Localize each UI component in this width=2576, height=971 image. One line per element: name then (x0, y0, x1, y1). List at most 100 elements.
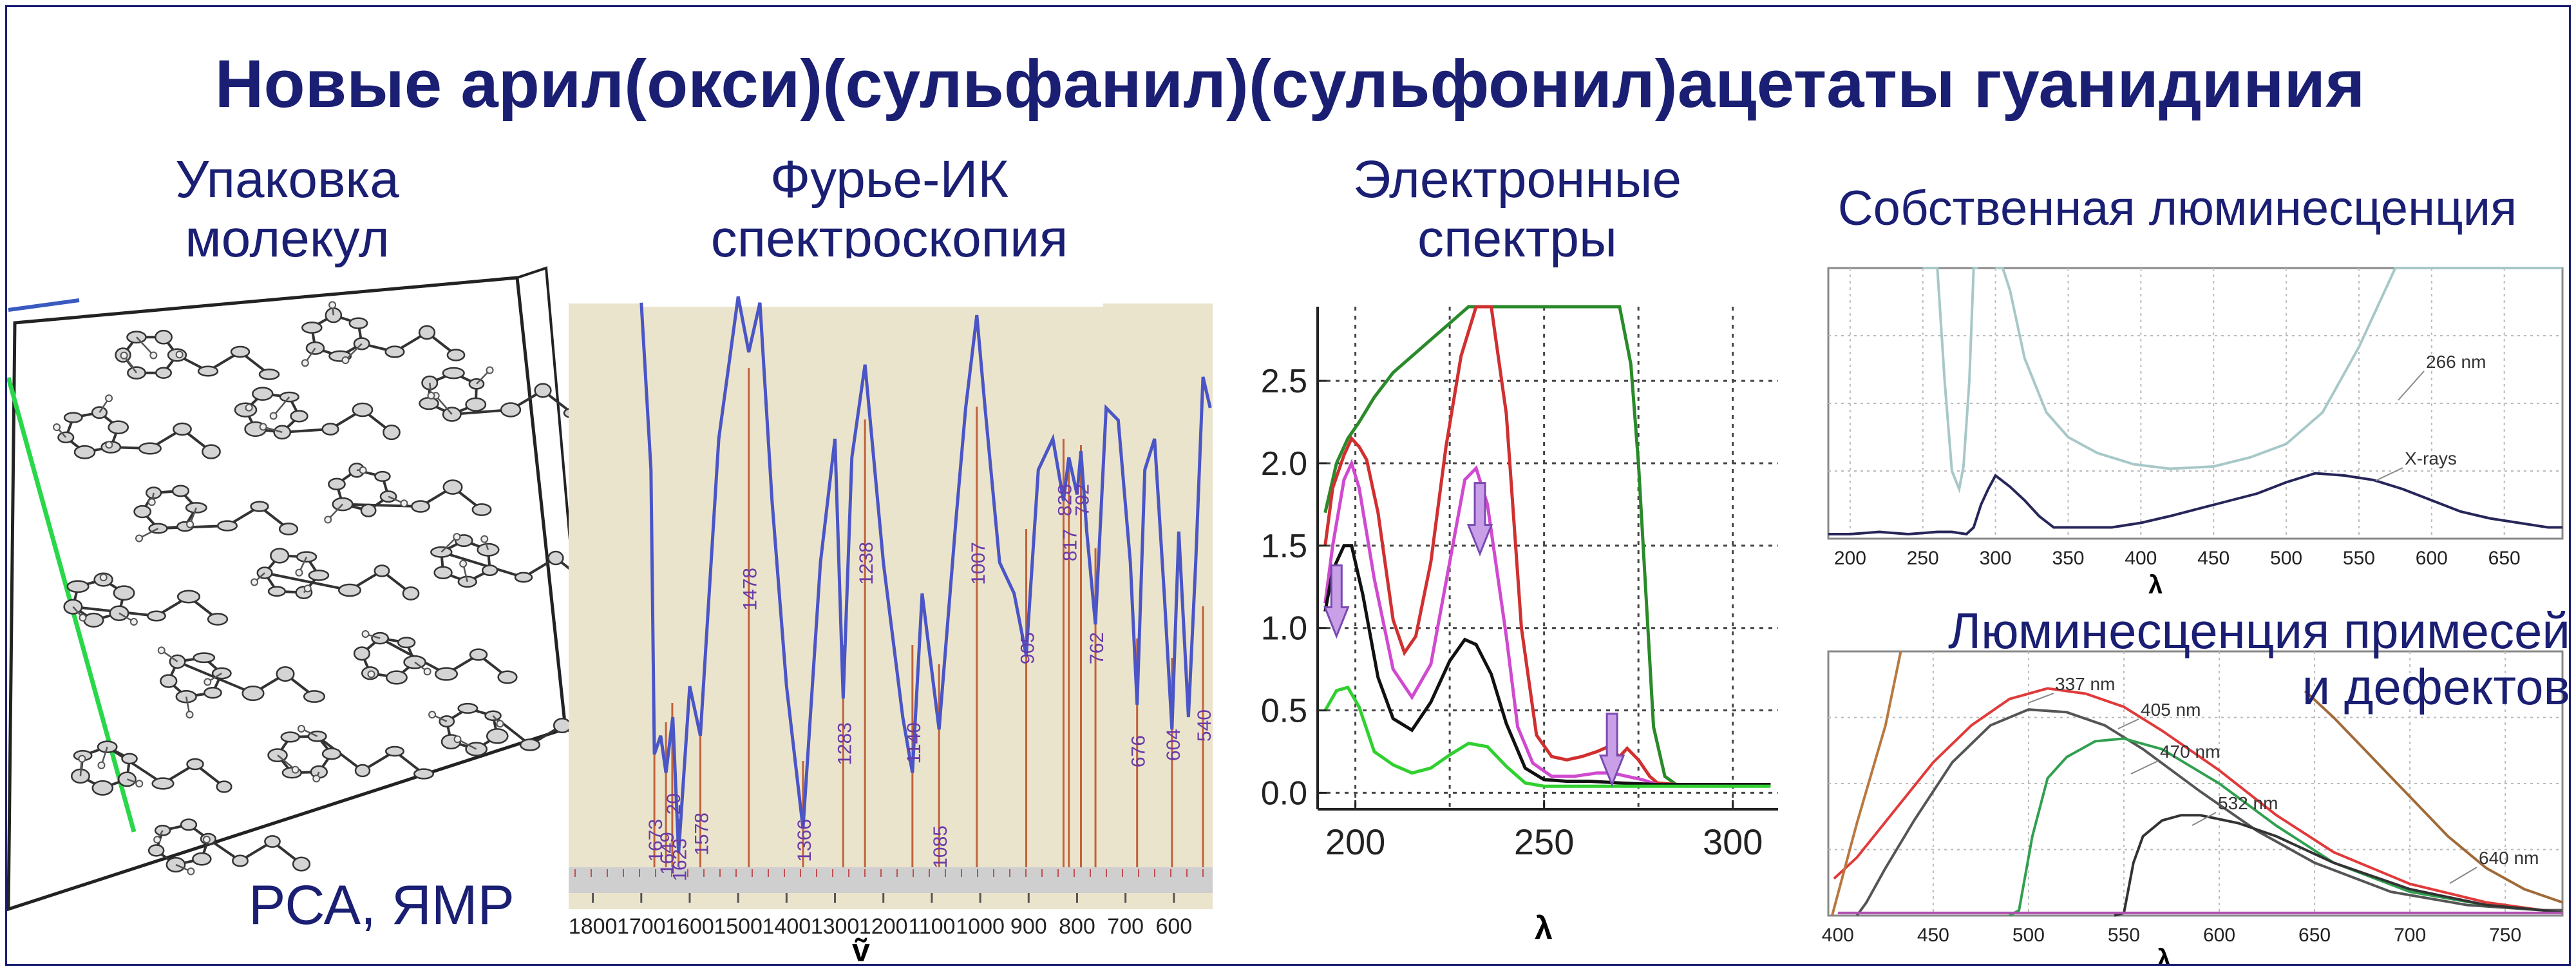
ftir-peak-label: 828 (1054, 484, 1075, 516)
molecule (267, 725, 434, 783)
lum1-x-tick-label: 500 (2270, 548, 2302, 569)
molecule (115, 329, 280, 380)
lum2-x-tick-label: 600 (2203, 925, 2235, 946)
electronic-spectra-chart: 0.0 0.5 1.0 1.5 2.0 2.5 200 250 300 (1261, 305, 1778, 862)
ftir-spectrum-line (639, 296, 1212, 854)
ftir-x-tick-label: 1700 (617, 914, 666, 939)
ftir-x-tick-label: 1200 (859, 914, 908, 939)
ftir-x-tick-label: 1400 (762, 914, 811, 939)
lum2-series-annotation: 532 nm (2218, 793, 2278, 813)
lum1-x-label: λ (2148, 571, 2163, 599)
lum2-series-line (1833, 687, 2562, 912)
lum2-series-line (2114, 814, 2563, 917)
ftir-peak-label: 1578 (692, 812, 713, 856)
ftir-peak-label: 676 (1128, 735, 1150, 767)
lum2-x-tick-label: 500 (2012, 925, 2045, 946)
lum2-series-line (1830, 651, 1902, 916)
ftir-peak-label: 1673 (645, 819, 667, 862)
impurity-luminescence-chart: 400 450 500 550 600 650 700 750 337 nm 405 nm 470… (1822, 650, 2564, 946)
ftir-peak-label: 762 (1086, 632, 1108, 664)
uv-x-tick-label: 200 (1325, 822, 1385, 862)
uv-y-tick-label: 2.0 (1261, 445, 1307, 483)
ftir-x-tick-label: 1800 (569, 914, 618, 939)
intrinsic-luminescence-chart: 200 250 300 350 400 450 500 550 600 650 266 nm X-r… (1827, 267, 2564, 569)
uv-series-line (1323, 685, 1771, 788)
molecule (324, 462, 492, 524)
ftir-peak-label: 1007 (968, 542, 989, 585)
molecule (63, 572, 229, 628)
lum1-x-tick-label: 650 (2488, 548, 2521, 569)
molecule (234, 387, 401, 441)
ftir-peak-label: 1623 (670, 838, 691, 881)
electronic-heading: Электронные спектры (1318, 150, 1717, 269)
ftir-heading-line1: Фурье-ИК (770, 150, 1009, 209)
lum1-series-annotation: X-rays (2405, 448, 2457, 468)
ftir-peak-label: 1238 (856, 542, 877, 585)
lum2-x-tick-label: 450 (1917, 925, 1949, 946)
ftir-peak-label: 604 (1163, 729, 1184, 761)
uv-y-tick-label: 0.5 (1261, 693, 1307, 730)
molecule (353, 630, 518, 685)
molecule (53, 394, 221, 459)
lum1-series-line (1995, 267, 2562, 470)
lum1-x-tick-label: 450 (2197, 548, 2230, 569)
ftir-peak-label: 1649 (657, 832, 678, 875)
ftir-peak-label: 1140 (904, 722, 925, 764)
uv-series-line (1323, 544, 1771, 787)
uv-y-tick-label: 2.5 (1261, 363, 1307, 400)
ftir-x-tick-label: 1300 (811, 914, 860, 939)
poster-title: Новые арил(окси)(сульфанил)(сульфонил)ац… (214, 46, 2365, 122)
lum2-series-annotation: 640 nm (2479, 848, 2539, 868)
uv-arrow-down (1323, 564, 1350, 639)
molecule-cluster (53, 301, 601, 876)
ftir-heading-line2: спектроскопия (710, 209, 1068, 268)
ftir-x-tick-label: 700 (1107, 914, 1144, 939)
molecule (430, 533, 594, 588)
impurity-heading: Люминесценция примесей и дефектов (1881, 602, 2570, 716)
molecule (301, 301, 466, 367)
crystal-packing-image (7, 266, 601, 912)
ftir-peak-label: 1085 (930, 825, 951, 869)
packing-heading-line1: Упаковка (175, 150, 399, 209)
lum1-series-annotation: 266 nm (2426, 352, 2486, 372)
electronic-heading-line2: спектры (1417, 209, 1617, 268)
lum2-series-annotation: 470 nm (2160, 742, 2220, 762)
uv-x-tick-label: 300 (1703, 822, 1763, 862)
methods-label: РСА, ЯМР (249, 874, 515, 936)
molecule (70, 740, 232, 796)
molecule (147, 818, 311, 876)
lum1-x-tick-label: 250 (1907, 548, 1939, 569)
poster-frame: Новые арил(окси)(сульфанил)(сульфонил)ац… (5, 5, 2571, 966)
molecule (133, 485, 299, 543)
molecule (251, 548, 420, 601)
ftir-peak-label: 1366 (794, 819, 815, 862)
lum2-x-tick-label: 700 (2394, 925, 2426, 946)
impurity-heading-line2: и дефектов (2302, 659, 2570, 716)
lum2-series-annotation: 405 nm (2141, 700, 2201, 720)
ftir-peak-label: 905 (1018, 632, 1039, 664)
ftir-peak-label: 792 (1072, 484, 1093, 516)
impurity-heading-line1: Люминесценция примесей (1947, 602, 2570, 659)
ftir-x-tick-label: 600 (1155, 914, 1192, 939)
ftir-x-tick-label: 800 (1059, 914, 1095, 939)
molecule (419, 366, 581, 422)
ftir-heading: Фурье-ИК спектроскопия (658, 150, 1121, 269)
ftir-x-tick-label: 1600 (665, 914, 714, 939)
lum1-x-tick-label: 200 (1834, 548, 1866, 569)
molecule (157, 646, 326, 719)
lum1-series-line (1922, 267, 1978, 494)
ftir-peak-label: 1283 (834, 722, 855, 765)
uv-series-line (1323, 305, 1771, 787)
ftir-x-tick-label: 1000 (956, 914, 1005, 939)
lum1-x-tick-label: 550 (2343, 548, 2375, 569)
ftir-x-tick-label: 1500 (714, 914, 762, 939)
lum2-x-tick-label: 550 (2108, 925, 2140, 946)
lum2-series-annotation: 337 nm (2055, 674, 2115, 694)
ftir-x-tick-label: 900 (1010, 914, 1047, 939)
ftir-axis-strip (569, 867, 1213, 893)
ftir-peak-label: 817 (1060, 529, 1081, 561)
lum1-x-tick-label: 350 (2052, 548, 2084, 569)
lum1-x-tick-label: 600 (2416, 548, 2448, 569)
uv-series-line (1323, 459, 1771, 787)
ftir-peak-label: 20 (663, 793, 685, 814)
